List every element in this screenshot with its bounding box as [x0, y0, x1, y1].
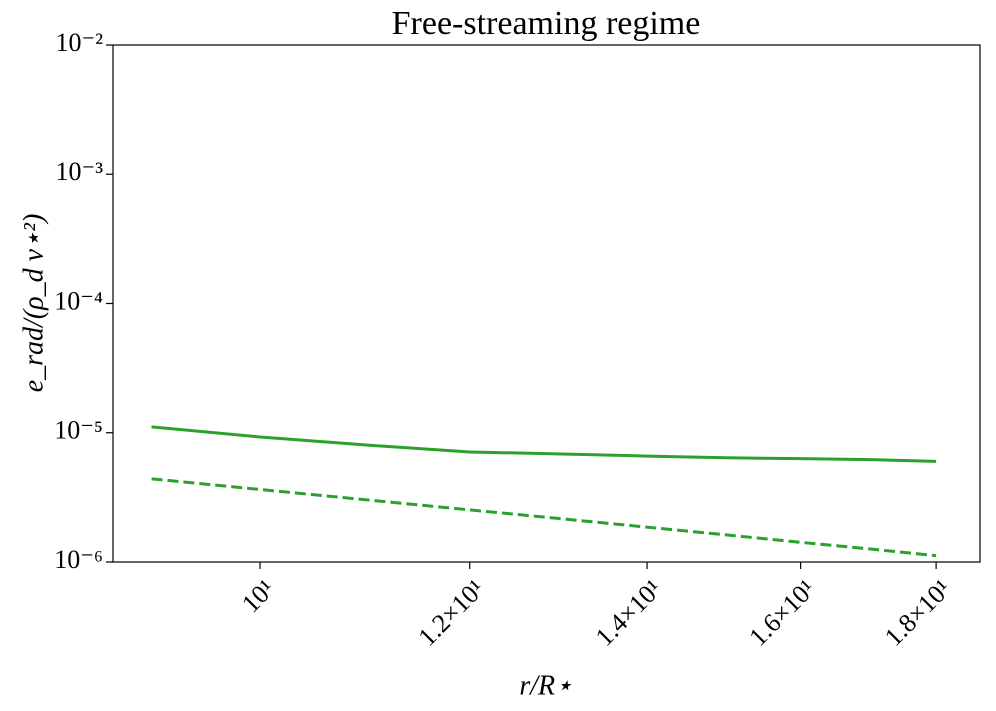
y-tick-label: 10⁻⁶	[54, 545, 103, 574]
y-tick-label: 10⁻⁵	[54, 416, 103, 445]
y-tick-label: 10⁻³	[55, 157, 103, 186]
x-tick-label: 1.8×10¹	[879, 574, 957, 652]
x-tick-label: 10¹	[236, 574, 280, 618]
x-tick-label: 1.6×10¹	[743, 574, 821, 652]
y-tick-label: 10⁻²	[55, 28, 103, 57]
y-tick-label: 10⁻⁴	[54, 286, 103, 315]
plot-frame	[112, 44, 981, 563]
x-tick-label: 1.2×10¹	[412, 574, 490, 652]
y-axis-label: e_rad/(ρ_d v⋆²)	[18, 214, 49, 393]
data-line	[151, 477, 937, 558]
data-line	[151, 425, 937, 463]
x-axis-label: r/R⋆	[519, 670, 572, 701]
chart-title: Free-streaming regime	[392, 5, 701, 42]
x-tick-label: 1.4×10¹	[590, 574, 668, 652]
